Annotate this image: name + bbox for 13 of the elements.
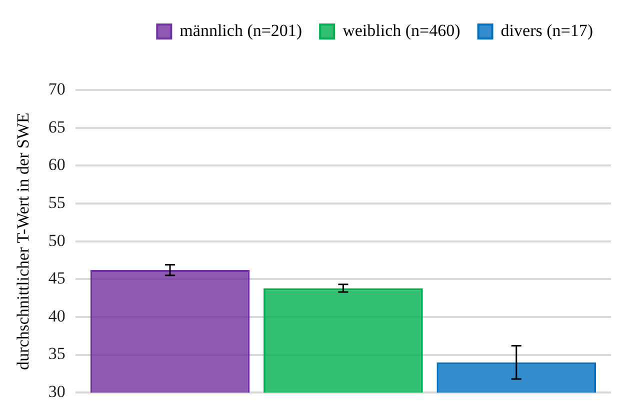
legend-label: divers (n=17) (500, 20, 594, 40)
y-axis-title: durchschnittlicher T-Wert in der SWE (14, 112, 33, 370)
y-tick-label: 35 (48, 344, 66, 364)
y-tick-label: 70 (48, 79, 66, 98)
legend-label: weiblich (n=460) (342, 20, 460, 40)
y-tick-label: 60 (48, 155, 66, 174)
y-tick-label: 55 (48, 192, 66, 212)
y-tick-label: 45 (48, 268, 66, 288)
y-tick-label: 30 (48, 382, 66, 402)
y-tick-label: 50 (48, 230, 66, 250)
y-tick-label: 65 (48, 117, 66, 136)
y-tick-label: 40 (48, 306, 66, 326)
legend-label: männlich (n=201) (180, 20, 302, 40)
